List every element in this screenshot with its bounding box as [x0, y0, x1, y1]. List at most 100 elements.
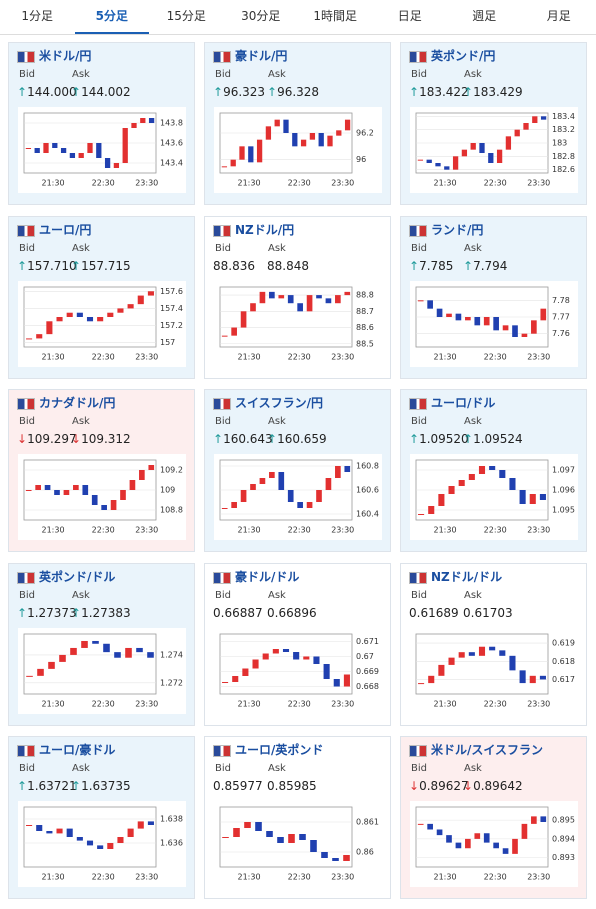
tab[interactable]: 週足 — [472, 9, 497, 23]
tab[interactable]: 5分足 — [74, 0, 149, 34]
plot-frame — [219, 112, 353, 174]
y-tick-label: 0.619 — [552, 638, 575, 647]
bid-label: Bid — [19, 416, 35, 427]
y-tick-label: 109 — [160, 486, 175, 495]
y-tick-label: 0.617 — [552, 674, 575, 683]
tab[interactable]: 30分足 — [241, 9, 281, 23]
candle — [446, 835, 452, 843]
bid-price: 0.89627 — [419, 779, 469, 793]
candle — [262, 653, 269, 659]
x-tick-label: 21:30 — [434, 526, 457, 535]
candle — [114, 651, 121, 658]
x-tick-label: 23:30 — [135, 526, 158, 535]
x-tick-label: 23:30 — [331, 526, 354, 535]
mini-chart: 88.5 88.6 88.7 88.8 21:30 22:30 23:30 — [214, 280, 382, 367]
rate-tile: NZドル/ドル Bid Ask 0.61689 0.61703 0.617 0.618 0.6… — [400, 562, 587, 726]
candle — [335, 466, 341, 478]
pair-name[interactable]: 豪ドル/ドル — [235, 569, 300, 584]
y-tick-label: 0.895 — [552, 816, 575, 825]
candle — [252, 659, 259, 668]
candle — [493, 842, 499, 849]
pair-name[interactable]: 米ドル/円 — [39, 49, 92, 63]
candle — [344, 466, 351, 472]
candle — [66, 312, 73, 317]
candle — [297, 302, 303, 311]
flag-icon — [213, 571, 231, 584]
rate-tile: ランド/円 Bid Ask ↑7.785 ↑7.794 7.76 7.77 7.78 21:30… — [400, 215, 587, 379]
candle — [44, 485, 51, 490]
candle — [336, 130, 342, 136]
candle — [266, 831, 273, 837]
candle — [427, 823, 433, 830]
tab[interactable]: 15分足 — [166, 9, 206, 23]
flag-icon — [213, 51, 231, 63]
tab[interactable]: 月足 — [546, 9, 571, 23]
ask-label: Ask — [268, 69, 286, 80]
pair-name[interactable]: NZドル/ドル — [431, 569, 503, 584]
ask-price: 0.61703 — [463, 605, 513, 620]
pair-name[interactable]: ユーロ/豪ドル — [39, 743, 116, 757]
pair-name[interactable]: 英ポンド/円 — [431, 49, 496, 63]
ask-price: 144.002 — [81, 85, 131, 99]
candle — [474, 316, 481, 325]
candle — [325, 478, 332, 490]
flag-icon — [213, 398, 231, 410]
tab[interactable]: 1時間足 — [313, 9, 358, 23]
change-arrow: ↑ — [463, 85, 474, 99]
change-arrow: ↑ — [213, 432, 224, 446]
tab[interactable]: 1分足 — [21, 9, 54, 23]
candle — [458, 480, 465, 486]
pair-name[interactable]: 豪ドル/円 — [235, 49, 288, 63]
x-tick-label: 21:30 — [434, 699, 457, 708]
x-tick-label: 22:30 — [288, 699, 311, 708]
mini-chart: 0.617 0.618 0.619 21:30 22:30 23:30 — [410, 627, 578, 714]
plot-frame — [219, 286, 353, 347]
pair-name[interactable]: ランド/円 — [431, 222, 484, 237]
y-tick-label: 96 — [356, 155, 366, 164]
rate-tile: ユーロ/豪ドル Bid Ask ↑1.63721 ↑1.63735 1.636 1.638 2… — [8, 736, 195, 899]
bid-price: 0.61689 — [409, 605, 459, 620]
candle — [519, 490, 526, 504]
candle — [499, 649, 506, 656]
candle — [137, 821, 144, 829]
bid-price: 0.85977 — [213, 779, 263, 793]
candle — [122, 128, 128, 163]
bid-label: Bid — [411, 242, 427, 254]
change-arrow: ↑ — [463, 258, 474, 273]
bid-price: 0.66887 — [213, 605, 263, 620]
candle — [428, 675, 435, 683]
candle — [137, 295, 144, 304]
ask-value: ↑1.27383 — [71, 606, 131, 620]
candle — [73, 485, 79, 490]
x-tick-label: 23:30 — [527, 699, 550, 708]
candle — [82, 485, 89, 495]
bid-price: 88.836 — [213, 258, 255, 273]
candle — [25, 148, 32, 149]
candle — [231, 327, 237, 336]
ask-value: ↑160.659 — [267, 432, 327, 446]
pair-name[interactable]: ユーロ/英ポンド — [235, 743, 324, 757]
flag-icon — [17, 745, 35, 757]
pair-name[interactable]: ユーロ/ドル — [431, 396, 496, 410]
pair-name[interactable]: 英ポンド/ドル — [39, 569, 116, 584]
ask-price: 0.85985 — [267, 779, 317, 793]
x-tick-label: 23:30 — [331, 352, 354, 361]
ask-price: 7.794 — [473, 258, 508, 273]
flag-icon — [17, 571, 35, 584]
mini-chart: 0.893 0.894 0.895 21:30 22:30 23:30 — [410, 801, 578, 887]
y-tick-label: 157.6 — [160, 286, 183, 295]
ask-price: 160.659 — [277, 432, 327, 446]
ask-label: Ask — [268, 589, 286, 601]
pair-name[interactable]: NZドル/円 — [235, 222, 295, 237]
change-arrow: ↑ — [17, 258, 28, 273]
pair-name[interactable]: 米ドル/スイスフラン — [431, 743, 544, 757]
pair-name[interactable]: ユーロ/円 — [39, 222, 92, 237]
candle — [148, 465, 155, 470]
y-tick-label: 143.4 — [160, 159, 183, 168]
pair-name[interactable]: スイスフラン/円 — [235, 396, 324, 410]
tab[interactable]: 日足 — [397, 9, 422, 23]
candle — [92, 640, 99, 644]
y-tick-label: 109.2 — [160, 466, 183, 475]
pair-name[interactable]: カナダドル/円 — [39, 396, 116, 410]
